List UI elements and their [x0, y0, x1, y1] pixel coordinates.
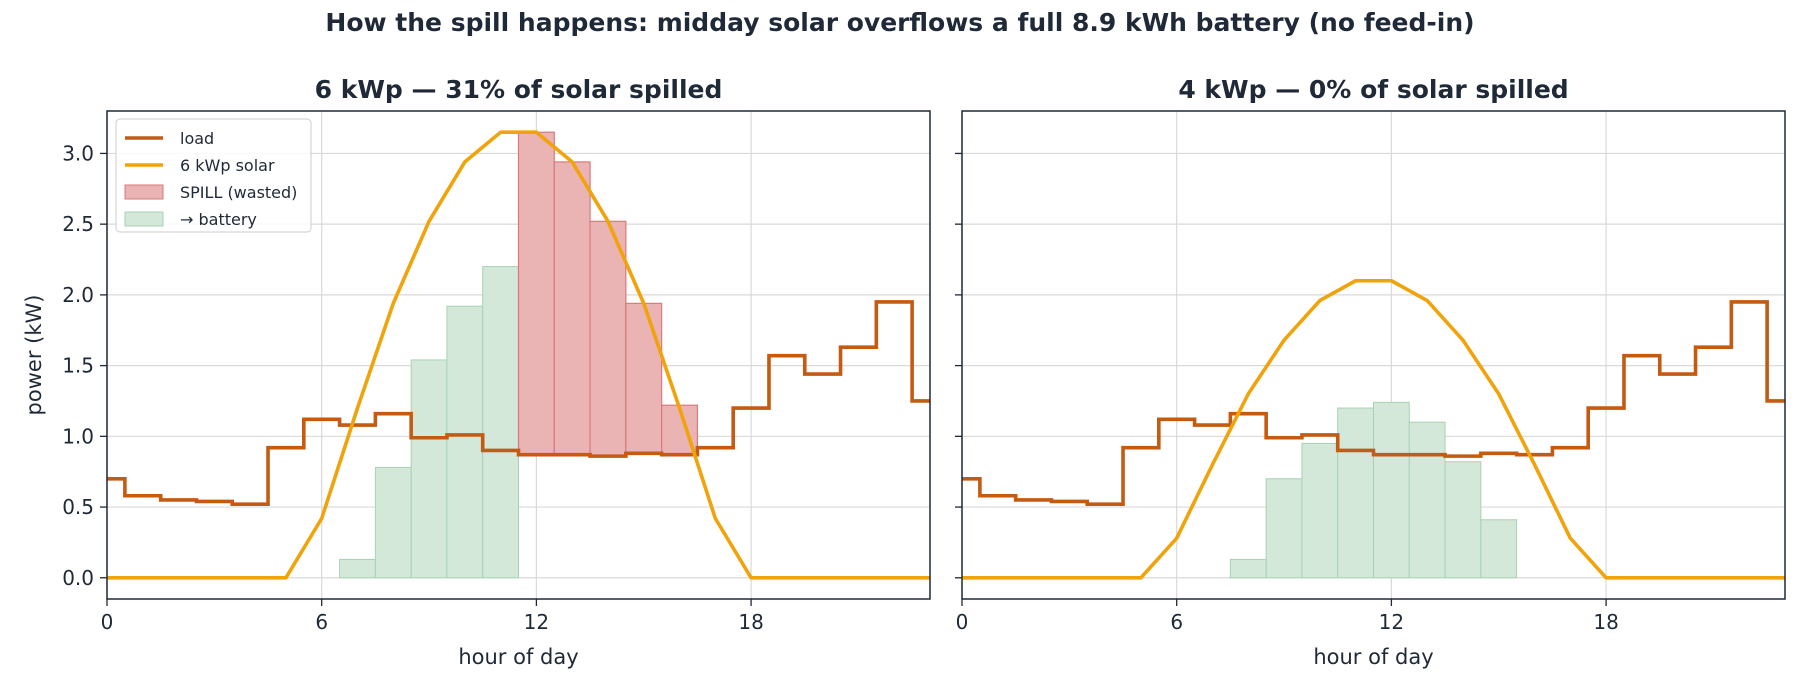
spill-bar — [589, 220, 627, 457]
spill-bar — [625, 302, 663, 454]
battery-bar — [339, 558, 376, 579]
legend-swatch-battery — [124, 211, 164, 227]
panel-title: 4 kWp — 0% of solar spilled — [1178, 75, 1568, 104]
x-tick-label: 18 — [1593, 610, 1618, 634]
solar-series-line — [962, 278, 1785, 580]
load-series-line — [962, 300, 1785, 507]
legend-label-battery: → battery — [180, 210, 257, 229]
battery-bar — [374, 466, 412, 579]
battery-bar — [1408, 421, 1446, 579]
spill-bar — [553, 161, 591, 456]
x-tick-label: 6 — [315, 610, 328, 634]
battery-bar — [410, 359, 448, 579]
load-series-line — [107, 300, 930, 507]
battery-bar — [1337, 407, 1375, 579]
x-tick-label: 6 — [1170, 610, 1183, 634]
axes-frame — [106, 110, 931, 600]
spill-bar — [517, 131, 555, 456]
legend-swatch-spill — [124, 184, 164, 200]
battery-bar — [1301, 442, 1339, 579]
solar-series-line — [107, 130, 930, 580]
plot-area — [107, 130, 930, 580]
legend-label-spill: SPILL (wasted) — [180, 183, 297, 202]
x-tick-label: 12 — [1379, 610, 1404, 634]
y-tick-label: 2.5 — [62, 212, 94, 236]
y-tick-label: 1.0 — [62, 424, 94, 448]
battery-bar — [482, 266, 519, 579]
battery-bar — [1444, 461, 1482, 579]
x-tick-label: 12 — [524, 610, 549, 634]
battery-bar — [1265, 478, 1303, 579]
chart-panel-1: 0 6 12 18 0.0 0.5 1.0 1.5 2.0 2.5 3.0 hour of day po… — [22, 75, 931, 669]
battery-bar — [1229, 558, 1267, 579]
y-tick-label: 0.0 — [62, 566, 94, 590]
chart-panel-2: 0 6 12 18 hour of day 4 kWp — 0% of solar spi… — [955, 75, 1786, 669]
legend-label-solar: 6 kWp solar — [180, 156, 275, 175]
legend-label-load: load — [180, 129, 214, 148]
battery-bar — [446, 305, 484, 579]
x-axis-label: hour of day — [1313, 645, 1433, 669]
axes-frame — [961, 110, 1786, 600]
x-tick-label: 18 — [738, 610, 763, 634]
legend-frame — [115, 118, 312, 233]
x-tick-label: 0 — [956, 610, 969, 634]
y-axis-label: power (kW) — [22, 295, 46, 416]
y-tick-label: 3.0 — [62, 141, 94, 165]
figure-title: How the spill happens: midday solar over… — [325, 8, 1475, 37]
x-axis-label: hour of day — [458, 645, 578, 669]
battery-bar — [1373, 401, 1410, 579]
y-tick-label: 2.0 — [62, 283, 94, 307]
legend: load 6 kWp solar SPILL (wasted) → battery — [115, 118, 312, 233]
plot-area — [962, 278, 1785, 580]
y-tick-label: 0.5 — [62, 495, 94, 519]
x-tick-label: 0 — [101, 610, 114, 634]
battery-bar — [1480, 519, 1518, 579]
y-tick-label: 1.5 — [62, 354, 94, 378]
panel-title: 6 kWp — 31% of solar spilled — [315, 75, 723, 104]
